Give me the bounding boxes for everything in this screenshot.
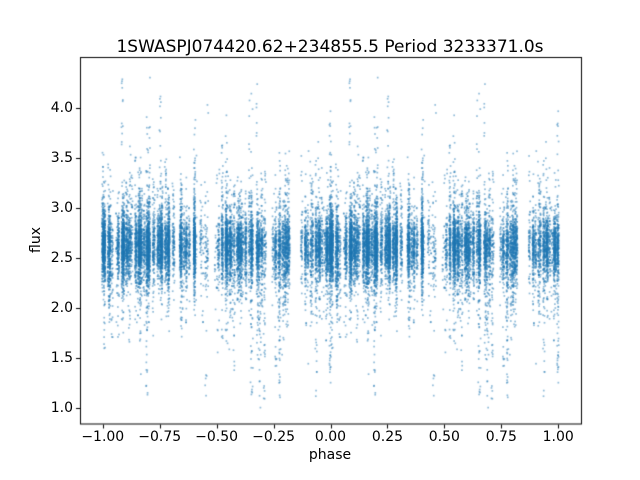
- x-tick-label: 0.75: [485, 429, 517, 445]
- x-axis-label: phase: [308, 447, 352, 463]
- y-tick-label: 1.0: [50, 399, 73, 416]
- y-axis-label: flux: [28, 227, 44, 253]
- y-tick-label: 3.5: [50, 149, 73, 166]
- x-tick-label: 0.50: [428, 429, 460, 445]
- x-tick-label: 0.00: [314, 429, 347, 445]
- x-tick-label: 1.00: [542, 429, 574, 445]
- x-tick-label: −1.00: [81, 429, 125, 445]
- y-tick-label: 3.0: [50, 199, 73, 216]
- x-tick-label: −0.25: [252, 429, 296, 445]
- y-tick-label: 4.0: [50, 99, 73, 116]
- x-tick-label: 0.25: [371, 429, 404, 445]
- y-tick-label: 1.5: [50, 349, 73, 366]
- chart-title: 1SWASPJ074420.62+234855.5 Period 3233371…: [116, 37, 544, 57]
- y-tick-label: 2.5: [50, 249, 73, 266]
- x-tick-label: −0.75: [138, 429, 182, 445]
- x-tick-label: −0.50: [195, 429, 239, 445]
- y-tick-label: 2.0: [50, 299, 73, 316]
